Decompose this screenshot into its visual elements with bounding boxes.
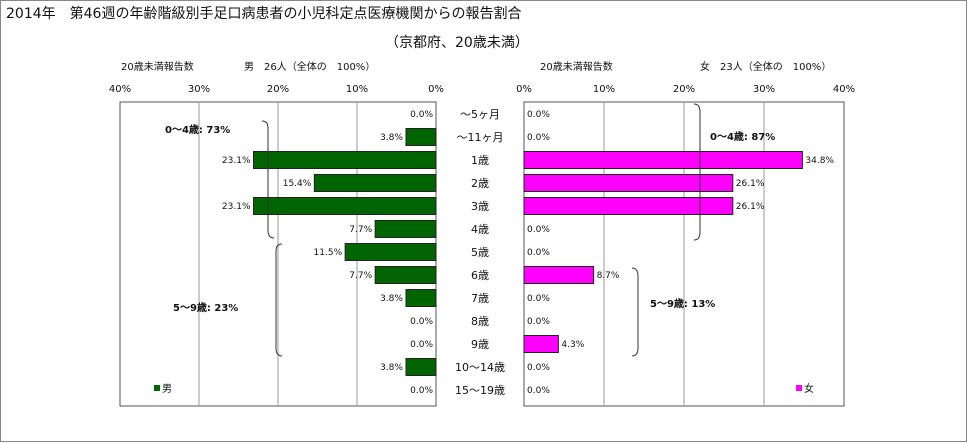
male-bar-series: [253, 128, 437, 376]
male-bar: [344, 243, 437, 261]
female-bracket-0-4: [693, 103, 701, 241]
female-header-label: 20歳未満報告数: [540, 60, 613, 73]
female-legend-label: 女: [804, 382, 814, 395]
male-bar: [405, 128, 437, 146]
male-value-labels: 0.0% 3.8% 23.1% 15.4% 23.1% 7.7% 11.5% 7.7% 3.8%…: [222, 110, 434, 396]
category-label: ～11ヶ月: [457, 131, 504, 144]
female-bracket-5-9: [631, 267, 639, 357]
male-header-count: 男 26人（全体の 100%）: [244, 60, 375, 73]
male-value-label: 0.0%: [410, 340, 433, 350]
male-value-label: 23.1%: [222, 156, 251, 166]
female-value-label: 34.8%: [805, 156, 834, 166]
female-bracket-label-0-4: 0～4歳: 87%: [710, 130, 775, 143]
male-bar: [374, 266, 437, 284]
male-bar: [253, 197, 437, 215]
category-label: 2歳: [471, 177, 489, 190]
female-bar: [523, 174, 734, 192]
female-value-label: 0.0%: [527, 248, 550, 258]
female-gridlines: [603, 102, 765, 406]
male-bracket-label-5-9: 5～9歳: 23%: [173, 301, 238, 314]
male-value-label: 7.7%: [349, 225, 372, 235]
male-bar: [253, 151, 437, 169]
male-value-label: 23.1%: [222, 202, 251, 212]
category-label: 5歳: [471, 246, 489, 259]
category-label: 4歳: [471, 223, 489, 236]
category-label: 7歳: [471, 292, 489, 305]
male-legend-swatch: [154, 385, 160, 391]
female-value-label: 4.3%: [561, 340, 584, 350]
female-bar: [523, 151, 803, 169]
male-value-label: 7.7%: [349, 271, 372, 281]
male-value-label: 0.0%: [410, 110, 433, 120]
male-x-tick-label: 40%: [109, 84, 131, 95]
female-x-tick-label: 40%: [833, 84, 855, 95]
category-label: 15～19歳: [455, 384, 505, 397]
female-value-label: 0.0%: [527, 317, 550, 327]
male-bar: [374, 220, 437, 238]
female-x-tick-label: 10%: [593, 84, 615, 95]
female-x-tick-label: 30%: [753, 84, 775, 95]
male-value-label: 11.5%: [314, 248, 343, 258]
female-bar: [523, 266, 595, 284]
male-value-label: 0.0%: [410, 386, 433, 396]
male-value-label: 3.8%: [380, 363, 403, 373]
male-bracket-label-0-4: 0～4歳: 73%: [165, 123, 230, 136]
female-value-label: 0.0%: [527, 294, 550, 304]
female-x-tick-label: 0%: [516, 84, 532, 95]
female-value-label: 8.7%: [597, 271, 620, 281]
category-label: 6歳: [471, 269, 489, 282]
female-value-label: 26.1%: [736, 179, 765, 189]
female-bracket-label-5-9: 5～9歳: 13%: [650, 297, 715, 310]
category-label: 3歳: [471, 200, 489, 213]
chart-subtitle: （京都府、20歳未満）: [385, 35, 529, 51]
male-bracket-5-9: [275, 243, 283, 357]
category-label: 9歳: [471, 338, 489, 351]
category-label: 1歳: [471, 154, 489, 167]
male-x-tick-label: 0%: [428, 84, 444, 95]
male-value-label: 3.8%: [380, 133, 403, 143]
category-labels: ～5ヶ月 ～11ヶ月 1歳 2歳 3歳 4歳 5歳 6歳 7歳 8歳 9歳 10～14歳 15～19歳: [455, 108, 505, 397]
female-legend-swatch: [796, 385, 802, 391]
male-x-tick-label: 20%: [267, 84, 289, 95]
female-bar-series: [523, 151, 803, 353]
male-bar: [405, 358, 437, 376]
category-label: 10～14歳: [455, 361, 505, 374]
male-x-axis-ticks: 40% 30% 20% 10% 0%: [109, 84, 444, 95]
chart-title: 2014年 第46週の年齢階級別手足口病患者の小児科定点医療機関からの報告割合: [6, 5, 521, 22]
female-value-label: 0.0%: [527, 225, 550, 235]
male-bar: [313, 174, 437, 192]
male-bar: [405, 289, 437, 307]
female-value-label: 0.0%: [527, 110, 550, 120]
female-header-count: 女 23人（全体の 100%）: [700, 60, 831, 73]
female-value-label: 0.0%: [527, 386, 550, 396]
female-value-labels: 0.0% 0.0% 34.8% 26.1% 26.1% 0.0% 0.0% 8.7% 0.0% 0…: [527, 110, 834, 396]
male-value-label: 0.0%: [410, 317, 433, 327]
male-value-label: 3.8%: [380, 294, 403, 304]
female-bar: [523, 197, 734, 215]
male-x-tick-label: 30%: [188, 84, 210, 95]
category-label: 8歳: [471, 315, 489, 328]
male-x-tick-label: 10%: [346, 84, 368, 95]
female-bar: [523, 335, 559, 353]
male-value-label: 15.4%: [283, 179, 312, 189]
male-bracket-0-4: [261, 120, 275, 239]
female-value-label: 0.0%: [527, 133, 550, 143]
female-x-tick-label: 20%: [673, 84, 695, 95]
female-value-label: 26.1%: [736, 202, 765, 212]
female-x-axis-ticks: 0% 10% 20% 30% 40%: [516, 84, 855, 95]
female-value-label: 0.0%: [527, 363, 550, 373]
male-legend-label: 男: [162, 383, 172, 395]
category-label: ～5ヶ月: [460, 108, 500, 121]
male-header-label: 20歳未満報告数: [121, 60, 194, 73]
